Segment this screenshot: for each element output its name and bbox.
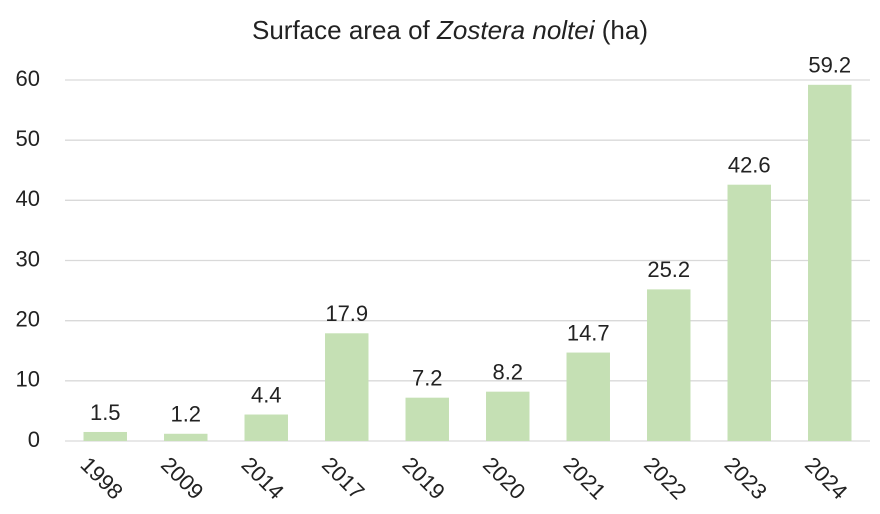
bar xyxy=(405,397,449,441)
bar xyxy=(164,433,208,441)
x-tick-label: 2009 xyxy=(156,452,208,504)
bar xyxy=(647,289,691,441)
x-tick-label: 2014 xyxy=(237,452,289,504)
title-part: (ha) xyxy=(595,15,648,45)
value-label: 8.2 xyxy=(492,359,523,384)
bar xyxy=(566,352,610,441)
value-label: 4.4 xyxy=(251,382,282,407)
x-tick-label: 2021 xyxy=(559,452,611,504)
bar xyxy=(486,391,530,441)
title-part: Zostera noltei xyxy=(436,15,596,45)
bar xyxy=(325,333,369,441)
x-tick-label: 2019 xyxy=(398,452,450,504)
chart-title: Surface area of Zostera noltei (ha) xyxy=(252,15,648,45)
x-tick-label: 2017 xyxy=(317,452,369,504)
value-label: 17.9 xyxy=(325,301,368,326)
value-label: 7.2 xyxy=(412,365,443,390)
value-label: 25.2 xyxy=(647,257,690,282)
x-tick-label: 2023 xyxy=(720,452,772,504)
bar xyxy=(83,431,127,441)
x-tick-label: 2020 xyxy=(478,452,530,504)
y-tick-label: 20 xyxy=(16,306,40,331)
y-tick-label: 60 xyxy=(16,66,40,91)
value-label: 1.2 xyxy=(170,402,201,427)
bar xyxy=(244,414,288,441)
y-tick-label: 10 xyxy=(16,367,40,392)
title-part: Surface area of xyxy=(252,15,437,45)
bar xyxy=(727,184,771,441)
bar xyxy=(808,84,852,442)
y-tick-label: 30 xyxy=(16,246,40,271)
y-tick-label: 0 xyxy=(28,427,40,452)
x-tick-label: 2024 xyxy=(800,452,852,504)
value-label: 14.7 xyxy=(567,320,610,345)
y-tick-label: 50 xyxy=(16,126,40,151)
value-label: 59.2 xyxy=(808,53,851,78)
x-tick-label: 2022 xyxy=(639,452,691,504)
y-tick-label: 40 xyxy=(16,186,40,211)
value-label: 1.5 xyxy=(90,400,121,425)
x-tick-label: 1998 xyxy=(76,452,128,504)
value-label: 42.6 xyxy=(728,153,771,178)
